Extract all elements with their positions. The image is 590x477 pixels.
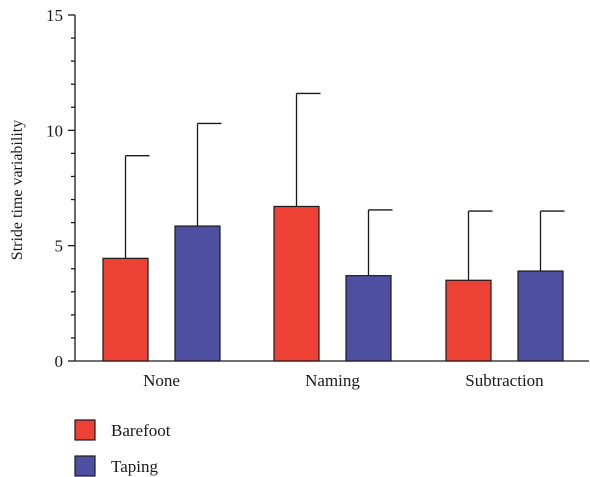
x-category-label: Subtraction [465,371,544,390]
x-category-label: Naming [305,371,360,390]
legend-swatch-barefoot [74,419,96,441]
bar-barefoot-subtraction [445,279,492,362]
y-tick-label: 15 [46,6,63,25]
bar-taping-none [174,225,221,362]
legend-swatch-taping [74,455,96,477]
y-tick-label: 0 [55,352,64,371]
bar-barefoot-none [102,257,149,362]
bar-taping-subtraction [517,270,564,362]
error-bars [124,92,565,281]
y-tick-label: 10 [46,121,63,140]
category-labels: None Naming Subtraction [143,371,544,390]
bars [102,205,564,362]
y-ticks: 0 5 10 15 [46,6,75,371]
bar-barefoot-naming [273,205,320,362]
legend-label-taping: Taping [111,457,158,476]
bar-taping-naming [345,275,392,362]
x-category-label: None [143,371,180,390]
legend-label-barefoot: Barefoot [111,421,171,440]
y-tick-label: 5 [55,237,64,256]
y-axis-label: Stride time variability [9,120,26,260]
axes [74,15,589,362]
legend: Barefoot Taping [74,419,171,477]
